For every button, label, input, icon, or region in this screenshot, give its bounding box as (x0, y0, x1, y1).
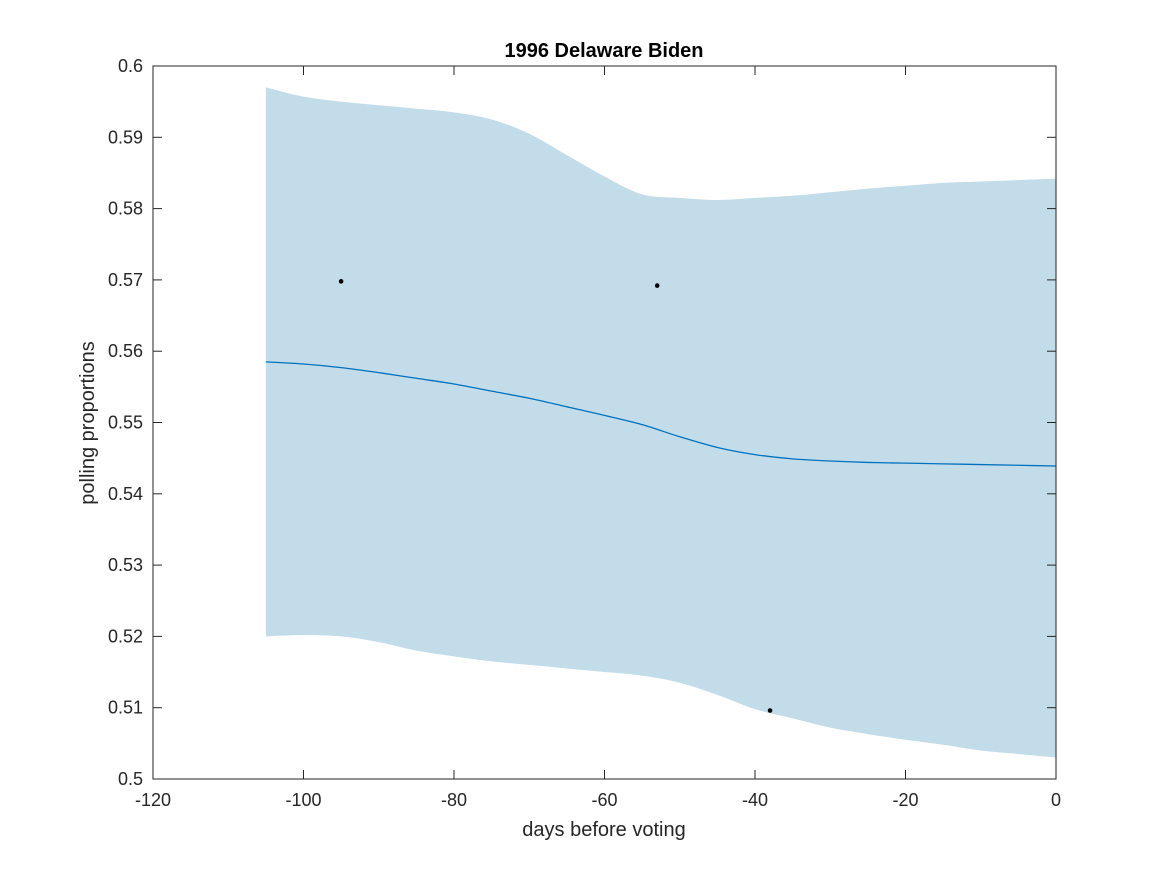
data-point (338, 279, 344, 284)
x-axis-label: days before voting (522, 819, 685, 841)
chart-title: 1996 Delaware Biden (505, 40, 704, 62)
y-tick-label: 0.51 (108, 698, 143, 718)
x-tick-label: 0 (1051, 790, 1061, 810)
x-tick-label: -40 (742, 790, 768, 810)
y-tick-label: 0.57 (108, 270, 143, 290)
y-tick-label: 0.52 (108, 626, 143, 646)
data-point (767, 708, 773, 713)
y-tick-label: 0.59 (108, 127, 143, 147)
y-tick-label: 0.5 (118, 769, 143, 789)
x-tick-label: -100 (285, 790, 321, 810)
x-tick-label: -60 (591, 790, 617, 810)
y-tick-label: 0.6 (118, 56, 143, 76)
x-tick-label: -80 (441, 790, 467, 810)
confidence-band (265, 87, 1056, 758)
series-line-0 (265, 361, 1057, 467)
y-tick-label: 0.58 (108, 199, 143, 219)
y-tick-label: 0.53 (108, 555, 143, 575)
line-layer (265, 361, 1057, 467)
x-tick-label: -20 (892, 790, 918, 810)
y-axis-label: polling proportions (77, 341, 99, 504)
y-tick-label: 0.54 (108, 484, 143, 504)
data-point (654, 283, 660, 288)
y-tick-label: 0.56 (108, 341, 143, 361)
point-layer (338, 279, 773, 713)
tick-layer: -120 -100 -80 -60 -40 -20 0 0.5 0.51 0.52 0.53 0.54… (108, 56, 1061, 810)
confidence-band-layer (265, 87, 1056, 758)
y-tick-label: 0.55 (108, 413, 143, 433)
x-tick-label: -120 (135, 790, 171, 810)
